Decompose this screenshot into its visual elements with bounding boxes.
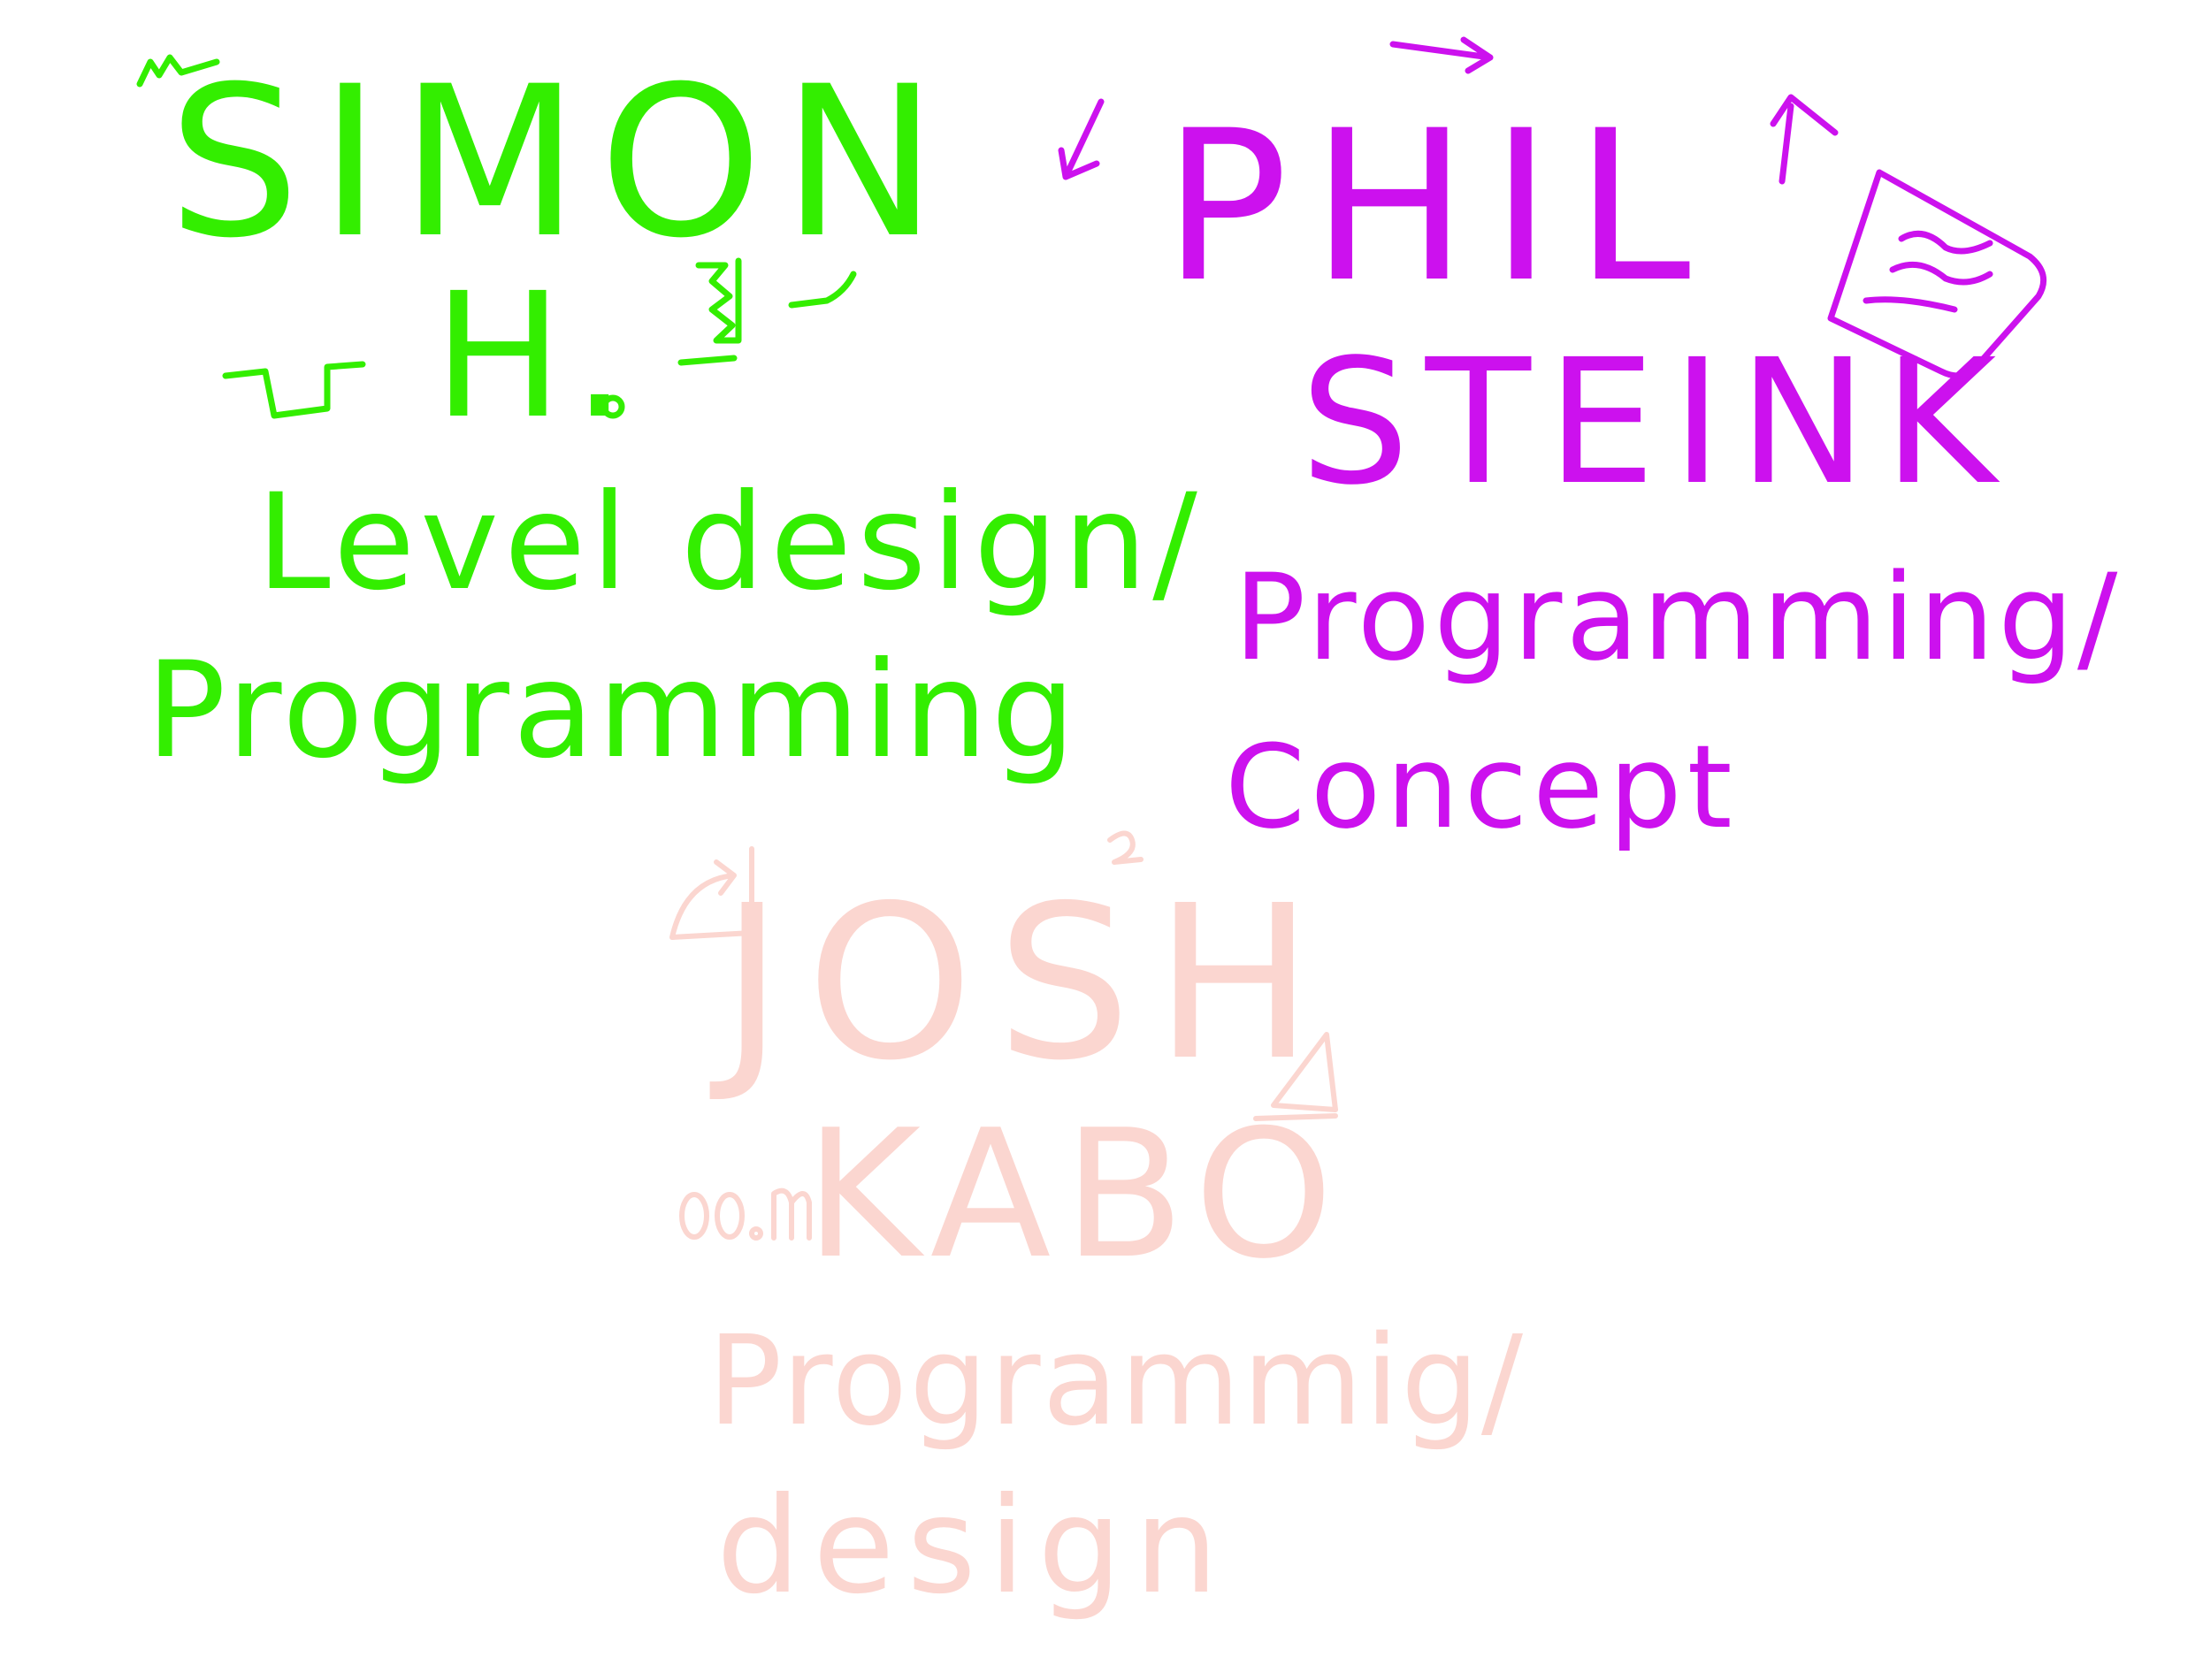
josh-last-name: KABO (805, 1092, 1346, 1298)
arrow-up-icon (1770, 94, 1839, 185)
josh-first-name: JOSH (709, 859, 1337, 1107)
credit-simon: SIMON H. Level design/ Programming (146, 42, 1203, 788)
arrow-down-icon (1058, 98, 1105, 180)
triangle-icon (1253, 1032, 1338, 1121)
squiggle-icon (788, 271, 857, 309)
phil-role-line2: Concept (1225, 720, 1738, 854)
phil-doodles (1058, 36, 2047, 379)
simon-last-initial: H. (433, 256, 639, 456)
josh-role-line2: design (716, 1470, 1231, 1623)
circle-icon (600, 394, 625, 419)
phil-last-name: STEINK (1300, 322, 2012, 523)
credit-josh: JOSH KABO Programmig/ design (708, 859, 1525, 1623)
phil-first-name: PHIL (1163, 87, 1714, 328)
arrow-right-icon (1389, 36, 1494, 74)
curved-arrow-icon (669, 846, 754, 940)
step-line-icon (222, 361, 366, 419)
credit-phil: PHIL STEINK Programming/ Concept (1163, 87, 2121, 854)
phil-role-line1: Programming/ (1234, 548, 2121, 687)
josh-doodles (669, 830, 1338, 1241)
squiggle-icon (1107, 830, 1144, 865)
squiggle-icon (136, 54, 220, 88)
circles-icon (679, 1187, 812, 1241)
simon-role-line1: Level design/ (256, 466, 1203, 620)
simon-role-line2: Programming (146, 634, 1079, 788)
josh-role-line1: Programmig/ (708, 1310, 1525, 1454)
zigzag-icon (677, 257, 742, 366)
simon-first-name: SIMON (168, 42, 957, 284)
note-card-icon (1827, 169, 2047, 379)
simon-doodles (136, 54, 857, 419)
